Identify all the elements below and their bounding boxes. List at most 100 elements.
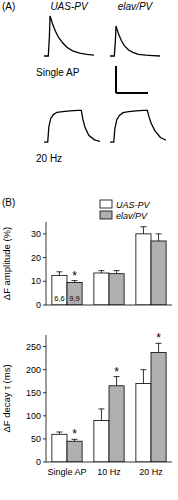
bar (94, 420, 109, 462)
panel-label: (A) (2, 1, 15, 12)
y-tick (43, 438, 46, 439)
error-stem (158, 234, 159, 241)
bar-panel: * * * 0 50 100 150 200 250 Single AP 10 Hz 20 Hz ΔF … (1, 331, 172, 477)
legend-swatch (100, 200, 112, 208)
error-cap (114, 270, 120, 271)
error-cap (98, 408, 104, 409)
bar (52, 275, 67, 305)
trace (44, 16, 94, 56)
bar-panel: 6,6 * 9,9 0 10 20 30 ΔF amplitude (%) (B) UAS-PVe… (1, 197, 172, 310)
legend-swatch (100, 211, 112, 219)
trace (44, 110, 100, 142)
error-cap (140, 369, 146, 370)
trace-panel: elav/PV (110, 1, 160, 56)
y-tick-label: 0 (36, 300, 41, 310)
y-tick (43, 346, 46, 347)
y-tick (43, 462, 46, 463)
y-tick-label: 200 (26, 365, 41, 375)
bar (109, 386, 124, 462)
bar (52, 434, 67, 462)
scale-bar-horizontal (116, 92, 148, 94)
x-axis (46, 462, 172, 463)
column-title: elav/PV (118, 1, 154, 12)
error-stem (116, 271, 117, 274)
y-axis-label: ΔF decay τ (ms) (1, 364, 12, 432)
significance: * (114, 365, 119, 379)
row-label: 20 Hz (36, 153, 62, 164)
y-tick-label: 150 (26, 388, 41, 398)
scale-bar-vertical (115, 66, 117, 93)
y-tick (43, 305, 46, 306)
trace-group (44, 16, 94, 56)
bar (94, 273, 109, 305)
trace (110, 26, 160, 56)
error-bar (156, 234, 162, 241)
y-tick-label: 10 (31, 276, 41, 286)
error-stem (101, 409, 102, 421)
trace-group (44, 110, 100, 142)
y-tick-label: 30 (31, 229, 41, 239)
bar (109, 274, 124, 305)
panel-label: (B) (2, 197, 15, 208)
scale-bar (116, 66, 148, 93)
error-stem (143, 370, 144, 384)
n-label: 9,9 (69, 294, 79, 303)
x-tick-label: 20 Hz (139, 467, 163, 477)
significance: * (72, 269, 77, 283)
figure: (A) UAS-PV Single AP elav/PV 20 Hz 6,6 * 9,9 0 10… (0, 0, 178, 500)
error-bar (98, 271, 104, 273)
error-bar (56, 272, 62, 276)
texts: * * * 0 50 100 150 200 250 Single AP 10 Hz 20 Hz ΔF … (1, 331, 163, 477)
error-stem (59, 272, 60, 276)
error-cap (140, 226, 146, 227)
x-tick-label: 10 Hz (97, 467, 121, 477)
legend-label: elav/PV (116, 211, 148, 221)
bar (67, 282, 82, 305)
y-tick-label: 20 (31, 253, 41, 263)
y-tick-label: 50 (31, 434, 41, 444)
y-axis (46, 335, 47, 462)
x-tick-label: Single AP (47, 467, 86, 477)
y-tick-label: 250 (26, 342, 41, 352)
y-tick-label: 100 (26, 411, 41, 421)
marks (52, 343, 166, 462)
y-tick (43, 233, 46, 234)
error-bar (114, 271, 120, 274)
y-axis (46, 222, 47, 305)
y-tick-label: 0 (36, 457, 41, 467)
bar (136, 383, 151, 462)
trace-group (110, 110, 166, 142)
y-axis-label: ΔF amplitude (%) (1, 227, 12, 300)
trace-panel: (A) UAS-PV Single AP (2, 1, 94, 78)
bar (67, 441, 82, 462)
error-stem (143, 227, 144, 234)
marks (52, 227, 166, 305)
y-tick (43, 392, 46, 393)
n-label: 6,6 (54, 294, 64, 303)
error-cap (156, 233, 162, 234)
legend: UAS-PVelav/PV (100, 200, 151, 221)
bar (136, 234, 151, 305)
bar (151, 353, 166, 462)
error-bar (56, 432, 62, 434)
trace (110, 110, 166, 142)
error-bar (98, 409, 104, 421)
trace-panel: 20 Hz (36, 110, 100, 164)
error-bar (140, 370, 146, 384)
trace-panel (110, 110, 166, 142)
x-axis (46, 305, 172, 306)
y-tick (43, 281, 46, 282)
y-tick (43, 415, 46, 416)
error-cap (56, 271, 62, 272)
error-cap (98, 270, 104, 271)
significance: * (72, 427, 77, 441)
y-tick (43, 257, 46, 258)
legend-label: UAS-PV (116, 200, 151, 210)
error-cap (56, 431, 62, 432)
error-bar (140, 227, 146, 234)
texts: 6,6 * 9,9 0 10 20 30 ΔF amplitude (%) (B) (1, 197, 80, 310)
y-tick (43, 369, 46, 370)
column-title: UAS-PV (50, 1, 89, 12)
significance: * (156, 331, 161, 345)
row-label: Single AP (36, 67, 80, 78)
